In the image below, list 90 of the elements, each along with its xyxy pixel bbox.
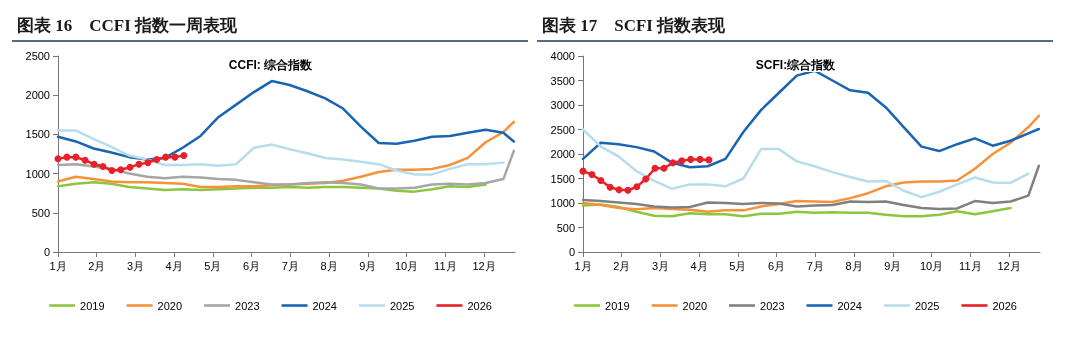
y-tick-label: 0 (43, 246, 50, 258)
point (81, 156, 89, 164)
line-series (581, 128, 1030, 199)
chart-subtitle: CCFI: 综合指数 (228, 58, 314, 72)
x-tick-label: 9月 (884, 259, 902, 272)
point (678, 157, 686, 165)
chart-title: 图表 17 SCFI 指数表现 (542, 16, 727, 35)
y-tick-label: 1000 (25, 167, 50, 180)
legend-label: 2025 (914, 299, 940, 312)
legend-label: 2020 (157, 299, 183, 312)
point (153, 155, 161, 163)
x-tick-label: 7月 (806, 259, 824, 272)
x-tick-label: 11月 (434, 259, 457, 272)
legend-label: 2026 (992, 299, 1017, 312)
x-tick-label: 2月 (88, 259, 106, 272)
legend-label: 2024 (837, 299, 862, 312)
x-tick-label: 3月 (126, 259, 145, 272)
legend-label: 2026 (467, 299, 492, 312)
x-tick-label: 9月 (359, 259, 377, 272)
x-tick-label: 1月 (574, 259, 592, 272)
y-tick-label: 500 (556, 221, 575, 234)
point (72, 153, 80, 161)
x-tick-label: 1月 (49, 259, 67, 272)
y-tick-label: 1500 (550, 172, 575, 185)
point (651, 164, 659, 172)
point (660, 164, 668, 172)
y-tick-label: 0 (568, 246, 575, 258)
x-tick-label: 12月 (472, 259, 496, 272)
x-tick-label: 10月 (394, 259, 419, 272)
y-tick-label: 2500 (25, 50, 50, 62)
line-series (581, 114, 1041, 214)
x-tick-label: 2月 (613, 259, 631, 272)
point (99, 163, 107, 171)
legend-label: 2025 (389, 299, 415, 312)
point (162, 153, 170, 161)
line-series (581, 203, 1012, 218)
point (669, 159, 677, 167)
y-tick-label: 500 (31, 206, 50, 219)
line-series (581, 69, 1041, 169)
point (63, 153, 71, 161)
point (696, 155, 704, 163)
legend-label: 2019 (605, 299, 630, 312)
point (687, 155, 695, 163)
y-tick-label: 2000 (550, 148, 575, 160)
x-tick-label: 5月 (729, 259, 747, 272)
y-tick-label: 1500 (25, 128, 50, 141)
y-tick-label: 1000 (550, 197, 575, 209)
x-tick-label: 8月 (845, 259, 863, 272)
x-tick-label: 10月 (919, 259, 944, 272)
x-tick-label: 12月 (997, 259, 1021, 272)
y-tick-label: 2000 (25, 89, 50, 102)
y-tick-label: 3000 (550, 99, 575, 111)
point (705, 156, 713, 164)
x-tick-label: 4月 (165, 259, 183, 272)
point (117, 166, 125, 174)
point (135, 160, 143, 168)
y-tick-label: 3500 (550, 74, 575, 87)
line-series (56, 180, 487, 193)
point (54, 155, 62, 163)
x-tick-label: 6月 (243, 259, 261, 272)
x-tick-label: 11月 (959, 259, 982, 272)
legend-label: 2023 (760, 299, 785, 312)
point (606, 183, 614, 191)
line-series (56, 149, 516, 190)
y-tick-label: 2500 (550, 123, 575, 136)
x-tick-label: 4月 (690, 259, 708, 272)
x-tick-label: 8月 (320, 259, 338, 272)
point (180, 152, 188, 160)
x-tick-label: 6月 (768, 259, 786, 272)
point (588, 171, 596, 179)
y-tick-label: 4000 (550, 50, 575, 62)
x-tick-label: 7月 (281, 259, 299, 272)
point (642, 175, 650, 183)
x-tick-label: 3月 (651, 259, 670, 272)
point (633, 183, 641, 191)
point (126, 163, 134, 171)
legend-label: 2023 (235, 299, 260, 312)
point (597, 176, 605, 184)
point (90, 160, 98, 168)
x-tick-label: 5月 (204, 259, 222, 272)
point (108, 166, 116, 174)
line-series (56, 129, 505, 176)
point (624, 186, 632, 194)
legend-label: 2024 (312, 299, 337, 312)
legend-label: 2020 (682, 299, 708, 312)
legend-label: 2019 (80, 299, 105, 312)
point (615, 186, 623, 194)
chart-title: 图表 16 CCFI 指数一周表现 (17, 16, 239, 35)
point (144, 159, 152, 167)
chart-subtitle: SCFI:综合指数 (755, 58, 837, 72)
